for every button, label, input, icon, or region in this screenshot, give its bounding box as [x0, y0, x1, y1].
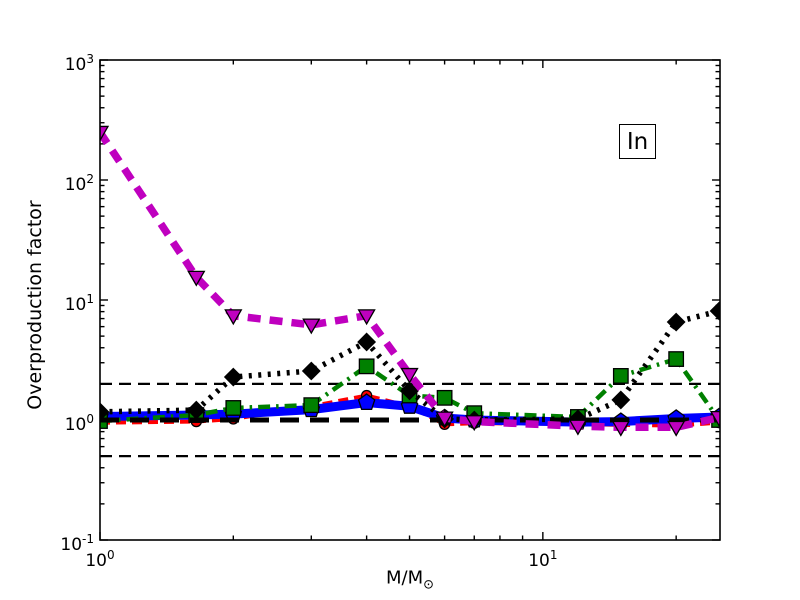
x-axis-title: M/M⊙ [386, 568, 434, 593]
y-tick-label-10e0: 100 [64, 412, 94, 435]
diamond-marker [100, 402, 110, 422]
x-tick-label-10e0: 100 [85, 548, 115, 571]
diamond-marker [666, 312, 686, 332]
diamond-marker [611, 390, 631, 410]
triangle-down-marker [302, 318, 321, 335]
axes-spines [99, 59, 721, 541]
triangle-down-marker [224, 309, 243, 326]
triangle-down-marker [568, 419, 588, 436]
y-tick-label-10e-1: 10-1 [60, 532, 94, 555]
triangle-down-marker [435, 411, 454, 428]
triangle-down-marker [465, 415, 484, 432]
square-marker [668, 351, 685, 367]
diamond-marker [357, 332, 377, 352]
square-marker [358, 358, 375, 375]
triangle-down-marker [400, 367, 419, 384]
square-marker [225, 400, 242, 416]
diamond-marker [186, 400, 206, 420]
sun-symbol: ⊙ [423, 577, 435, 593]
y-axis-title: Overproduction factor [24, 200, 46, 410]
series-magenta-thick-dashed-triangles-line [100, 130, 720, 432]
triangle-down-marker [709, 411, 720, 427]
triangle-down-marker [187, 270, 206, 287]
series-magenta-thick-dashed-triangles [100, 125, 720, 437]
diamond-marker [400, 381, 419, 401]
isotope-label: In [626, 128, 649, 155]
y-tick-label-10e1: 101 [64, 292, 94, 315]
y-tick-label-10e3: 103 [64, 52, 94, 75]
y-tick-label-10e2: 102 [64, 172, 94, 195]
square-marker [303, 397, 320, 414]
square-marker [436, 389, 453, 406]
x-tick-label-10e1: 101 [528, 548, 558, 571]
triangle-down-marker [611, 420, 630, 437]
isotope-label-box: In [619, 124, 656, 159]
diamond-marker [301, 361, 321, 381]
diamond-marker [223, 367, 243, 387]
triangle-down-marker [100, 125, 110, 142]
pentagon-marker [357, 393, 376, 410]
x-axis-title-main: M/M [385, 567, 424, 589]
triangle-down-marker [357, 309, 376, 326]
square-marker [612, 368, 629, 384]
diamond-marker [709, 301, 720, 321]
triangle-down-marker [667, 420, 686, 437]
